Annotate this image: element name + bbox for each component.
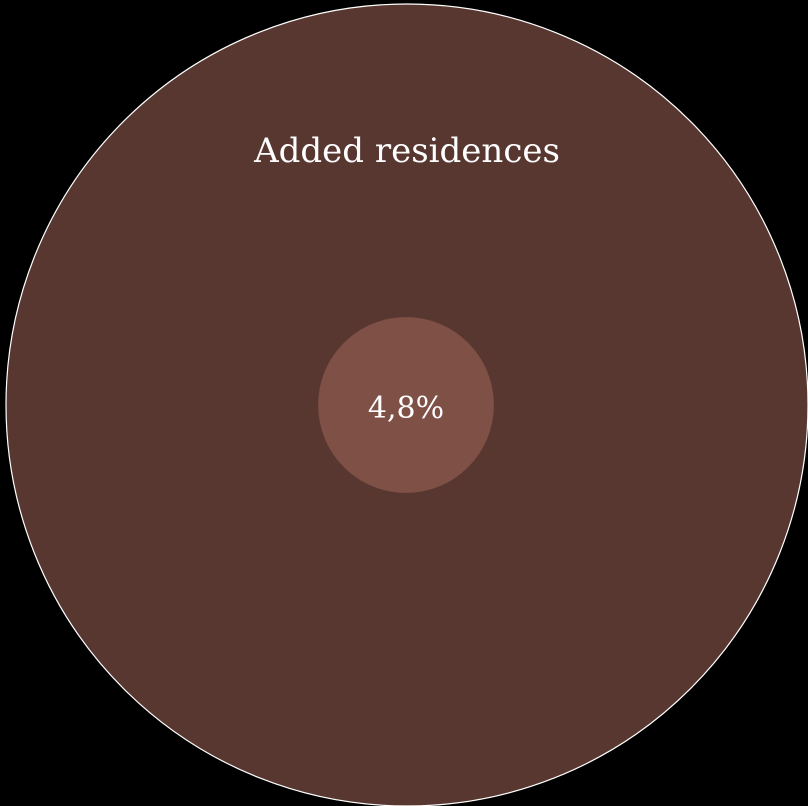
- inner-bubble: [318, 317, 494, 493]
- chart-title: Added residences: [253, 131, 560, 171]
- data-label: 4,8%: [368, 391, 444, 426]
